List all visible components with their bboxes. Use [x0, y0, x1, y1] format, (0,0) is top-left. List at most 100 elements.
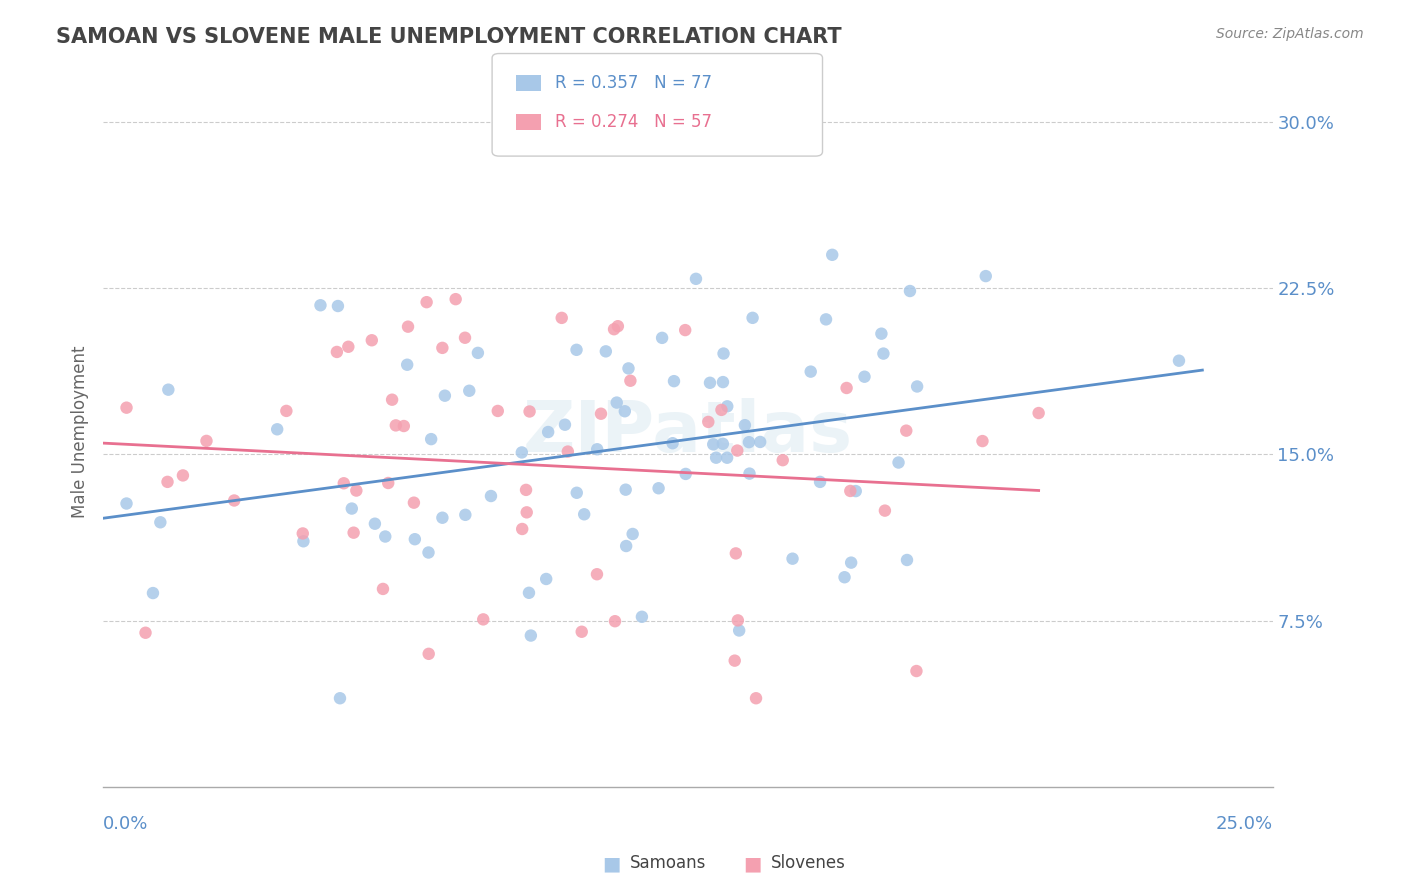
Point — [905, 664, 928, 678]
Point — [333, 476, 356, 491]
Point — [1028, 406, 1050, 420]
Point — [572, 508, 595, 522]
Point — [702, 437, 724, 451]
Point — [662, 374, 685, 388]
Point — [621, 527, 644, 541]
Point — [661, 436, 683, 450]
Text: R = 0.274   N = 57: R = 0.274 N = 57 — [555, 113, 713, 131]
Point — [603, 322, 626, 336]
Point — [326, 299, 349, 313]
Point — [651, 331, 673, 345]
Point — [551, 310, 574, 325]
Point — [834, 570, 856, 584]
Point — [344, 483, 367, 498]
Point — [1168, 353, 1191, 368]
Point — [734, 418, 756, 433]
Point — [716, 400, 738, 414]
Text: ■: ■ — [602, 854, 621, 873]
Point — [392, 419, 415, 434]
Point — [516, 505, 538, 519]
Point — [745, 691, 768, 706]
Point — [385, 418, 408, 433]
Point — [839, 556, 862, 570]
Point — [603, 614, 626, 628]
Point — [725, 443, 748, 458]
Point — [614, 539, 637, 553]
Point — [486, 404, 509, 418]
Point — [418, 545, 440, 559]
Point — [467, 346, 489, 360]
Point — [364, 516, 387, 531]
Point — [418, 647, 440, 661]
Point — [479, 489, 502, 503]
Point — [142, 586, 165, 600]
Point — [444, 292, 467, 306]
Point — [631, 609, 654, 624]
Point — [738, 467, 761, 481]
Point — [519, 404, 541, 418]
Point — [557, 444, 579, 458]
Point — [454, 508, 477, 522]
Point — [565, 485, 588, 500]
Point — [432, 341, 454, 355]
Point — [974, 269, 997, 284]
Point — [224, 493, 246, 508]
Point — [896, 553, 918, 567]
Point — [905, 379, 928, 393]
Text: SAMOAN VS SLOVENE MALE UNEMPLOYMENT CORRELATION CHART: SAMOAN VS SLOVENE MALE UNEMPLOYMENT CORR… — [56, 27, 842, 46]
Point — [675, 467, 697, 481]
Point — [415, 295, 437, 310]
Point — [772, 453, 794, 467]
Point — [510, 445, 533, 459]
Point — [839, 483, 862, 498]
Text: Samoans: Samoans — [630, 855, 706, 872]
Point — [613, 404, 636, 418]
Point — [565, 343, 588, 357]
Point — [371, 582, 394, 596]
Point — [835, 381, 858, 395]
Point — [377, 475, 399, 490]
Point — [172, 468, 194, 483]
Point — [360, 333, 382, 347]
Point — [738, 435, 761, 450]
Point — [606, 319, 628, 334]
Point — [710, 403, 733, 417]
Point — [782, 551, 804, 566]
Point — [458, 384, 481, 398]
Point — [673, 323, 696, 337]
Point — [896, 424, 918, 438]
Point — [704, 450, 727, 465]
Text: ZIPatlas: ZIPatlas — [523, 398, 853, 467]
Text: 0.0%: 0.0% — [103, 815, 149, 833]
Point — [402, 496, 425, 510]
Point — [396, 319, 419, 334]
Point — [814, 312, 837, 326]
Point — [454, 331, 477, 345]
Point — [972, 434, 994, 448]
Point — [510, 522, 533, 536]
Point — [727, 614, 749, 628]
Point — [381, 392, 404, 407]
Point — [595, 344, 617, 359]
Point — [326, 345, 349, 359]
Point — [432, 510, 454, 524]
Point — [404, 532, 426, 546]
Point — [845, 484, 868, 499]
Point — [517, 586, 540, 600]
Point — [554, 417, 576, 432]
Point — [716, 450, 738, 465]
Point — [291, 526, 314, 541]
Point — [741, 310, 763, 325]
Point — [870, 326, 893, 341]
Point — [472, 612, 495, 626]
Point — [853, 369, 876, 384]
Point — [614, 483, 637, 497]
Point — [149, 516, 172, 530]
Point — [420, 432, 443, 446]
Point — [647, 481, 669, 495]
Point — [887, 456, 910, 470]
Point — [337, 340, 360, 354]
Y-axis label: Male Unemployment: Male Unemployment — [72, 346, 89, 518]
Point — [157, 383, 180, 397]
Point — [537, 425, 560, 439]
